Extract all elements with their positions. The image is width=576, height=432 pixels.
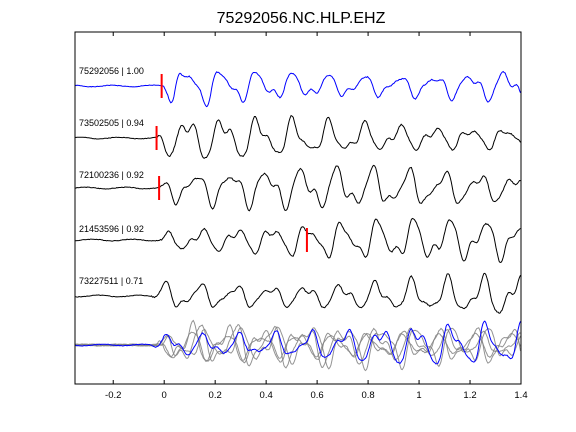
trace-3-label: 72100236 | 0.92 — [79, 170, 144, 180]
x-tick-label: 0.4 — [260, 390, 273, 401]
x-tick-label: 0 — [162, 390, 167, 401]
x-tick-label: 1.4 — [514, 390, 527, 401]
stack-trace-4-line — [74, 326, 521, 372]
x-axis: -0.2 0 0.2 0.4 0.6 0.8 1 1.2 1.4 — [105, 32, 528, 401]
trace-2-line — [74, 114, 521, 159]
trace-1-line — [74, 70, 521, 108]
plot-area: 75292056 | 1.00 73502505 | 0.94 72100236 |… — [74, 66, 521, 372]
trace-2-label: 73502505 | 0.94 — [79, 118, 144, 128]
trace-3-line — [74, 164, 521, 212]
stack-trace-5-line — [74, 320, 521, 365]
x-tick-label: 0.6 — [311, 390, 324, 401]
x-tick-label: 1.2 — [463, 390, 476, 401]
x-tick-label: 1 — [416, 390, 421, 401]
x-tick-label: 0.8 — [361, 390, 374, 401]
trace-5-label: 73227511 | 0.71 — [79, 276, 143, 286]
x-tick-label: 0.2 — [209, 390, 222, 401]
trace-1-label: 75292056 | 1.00 — [79, 66, 144, 76]
chart-title: 75292056.NC.HLP.EHZ — [217, 10, 386, 27]
trace-5-line — [74, 272, 521, 314]
trace-4-line — [74, 217, 521, 264]
x-tick-label: -0.2 — [105, 390, 121, 401]
stack-trace-3-line — [75, 323, 521, 369]
trace-4-label: 21453596 | 0.92 — [79, 224, 144, 234]
axes-frame — [74, 31, 522, 385]
